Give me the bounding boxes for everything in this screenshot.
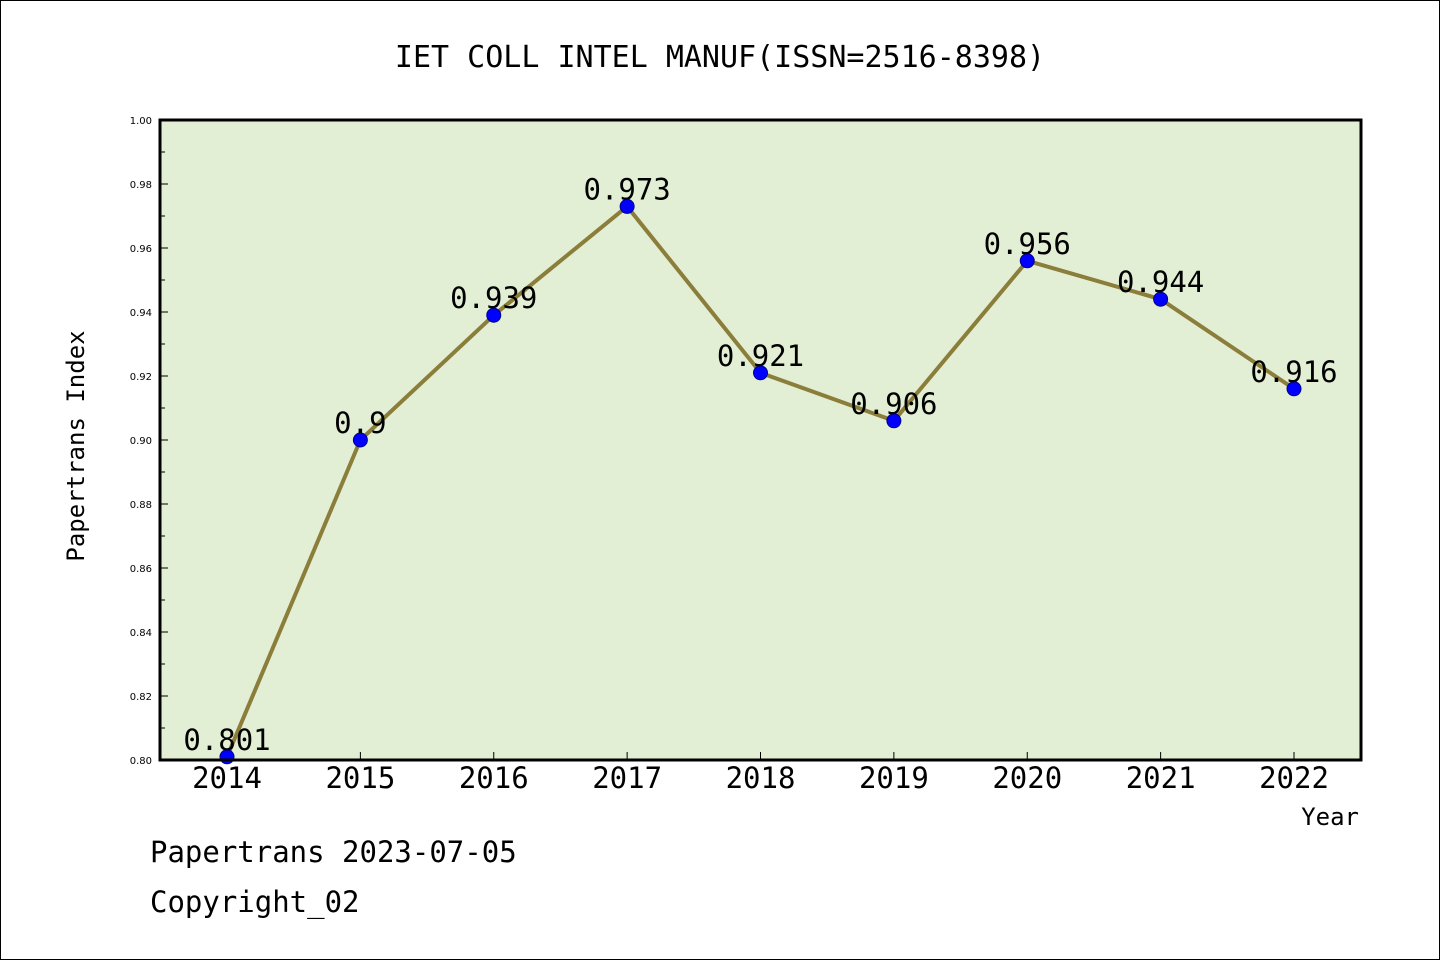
y-tick-label: 0.94 — [130, 308, 152, 319]
data-point — [352, 432, 368, 448]
data-label: 0.801 — [183, 723, 270, 757]
y-tick-label: 0.90 — [130, 436, 152, 447]
data-label: 0.906 — [850, 387, 937, 421]
data-point — [1286, 381, 1302, 397]
data-label: 0.944 — [1117, 265, 1204, 299]
x-tick-label: 2018 — [726, 761, 796, 795]
x-tick-label: 2016 — [459, 761, 529, 795]
x-tick-label: 2017 — [592, 761, 662, 795]
x-tick-label: 2020 — [992, 761, 1062, 795]
x-axis-label: Year — [1301, 803, 1359, 831]
plot-border — [158, 118, 1363, 762]
data-point — [1153, 291, 1169, 307]
x-tick-label: 2022 — [1259, 761, 1329, 795]
y-tick-label: 0.86 — [130, 564, 152, 575]
footer-line-2: Copyright_02 — [150, 885, 360, 919]
y-tick-label: 0.80 — [130, 756, 152, 767]
data-point — [1019, 253, 1035, 269]
data-label: 0.921 — [717, 339, 804, 373]
plot-area — [160, 120, 1361, 760]
data-point — [486, 307, 502, 323]
x-tick-label: 2021 — [1126, 761, 1196, 795]
data-point — [619, 198, 635, 214]
x-tick-label: 2014 — [192, 761, 262, 795]
data-label: 0.9 — [334, 406, 386, 440]
y-tick-label: 0.98 — [130, 180, 152, 191]
y-tick-label: 0.96 — [130, 244, 152, 255]
y-tick-label: 1.00 — [130, 116, 152, 127]
y-tick-label: 0.92 — [130, 372, 152, 383]
chart-title: IET COLL INTEL MANUF(ISSN=2516-8398) — [395, 40, 1045, 75]
series-markers — [219, 198, 1302, 765]
y-tick-label: 0.82 — [130, 692, 152, 703]
y-axis-label: Papertrans Index — [62, 330, 90, 561]
data-label: 0.916 — [1250, 355, 1337, 389]
x-tick-label: 2019 — [859, 761, 929, 795]
data-point — [886, 413, 902, 429]
y-tick-label: 0.84 — [130, 628, 152, 639]
x-tick-label: 2015 — [325, 761, 395, 795]
data-point — [753, 365, 768, 381]
footer-line-1: Papertrans 2023-07-05 — [150, 835, 517, 869]
data-label: 0.939 — [450, 281, 537, 315]
data-label: 0.956 — [984, 227, 1071, 261]
x-axis: 2014 2015 2016 2017 2018 2019 2020 2021 2022 — [192, 752, 1329, 795]
data-label: 0.973 — [583, 172, 670, 206]
data-labels: 0.801 0.9 0.939 0.973 0.921 0.906 0.956 0.944 0.… — [183, 172, 1337, 756]
y-tick-label: 0.88 — [130, 500, 152, 511]
